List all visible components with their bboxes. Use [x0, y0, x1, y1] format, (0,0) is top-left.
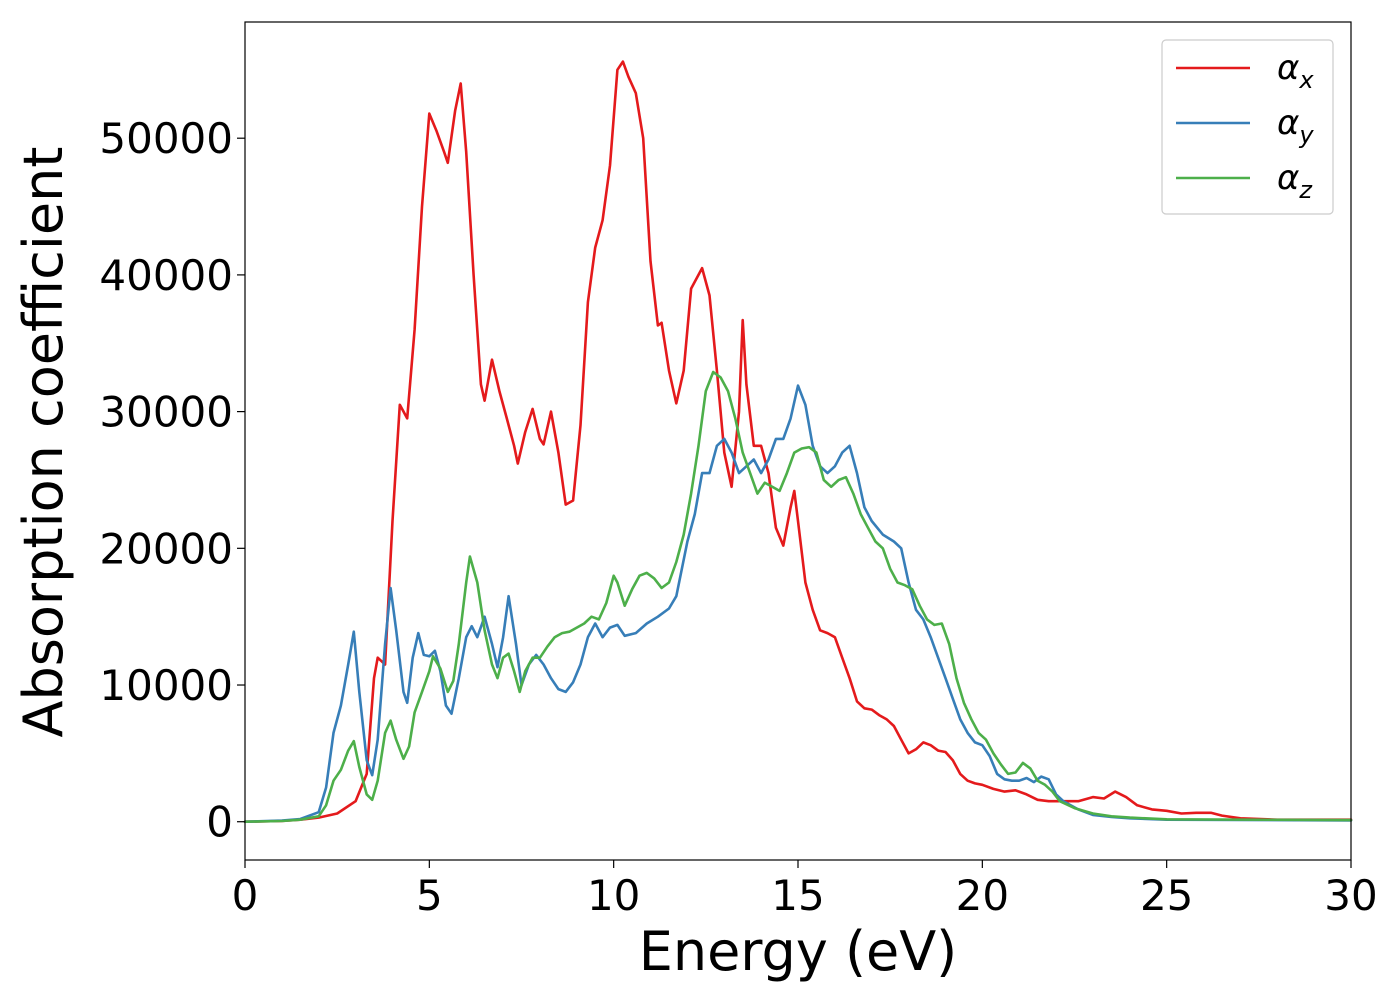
- series-line-y: [243, 384, 1353, 823]
- y-axis-label: Absorption coefficient: [12, 147, 75, 738]
- legend: αx αy αz: [1161, 39, 1334, 215]
- y-tick-label: 40000: [99, 251, 233, 300]
- series-line-z: [243, 370, 1353, 823]
- y-tick-label: 0: [206, 798, 233, 847]
- x-tick-label: 0: [232, 871, 259, 920]
- y-tick-label: 50000: [99, 114, 233, 163]
- legend-label-y: αy: [1277, 103, 1314, 149]
- y-tick-label: 20000: [99, 524, 233, 573]
- y-tick-label: 30000: [99, 388, 233, 437]
- x-tick-label: 5: [416, 871, 443, 920]
- legend-label-x: αx: [1277, 48, 1314, 94]
- legend-label-z: αz: [1277, 158, 1313, 204]
- x-tick-label: 20: [956, 871, 1009, 920]
- x-tick-label: 10: [587, 871, 640, 920]
- y-axis: 0 10000 20000 30000 40000 50000: [99, 114, 245, 847]
- x-tick-label: 25: [1140, 871, 1193, 920]
- series-line-x: [243, 60, 1353, 823]
- series-layer: [243, 60, 1353, 823]
- legend-frame: [1161, 39, 1334, 215]
- x-tick-label: 30: [1324, 871, 1377, 920]
- x-axis-label: Energy (eV): [639, 920, 958, 983]
- y-tick-label: 10000: [99, 661, 233, 710]
- x-axis: 0 5 10 15 20 25 30: [232, 860, 1378, 920]
- x-tick-label: 15: [771, 871, 824, 920]
